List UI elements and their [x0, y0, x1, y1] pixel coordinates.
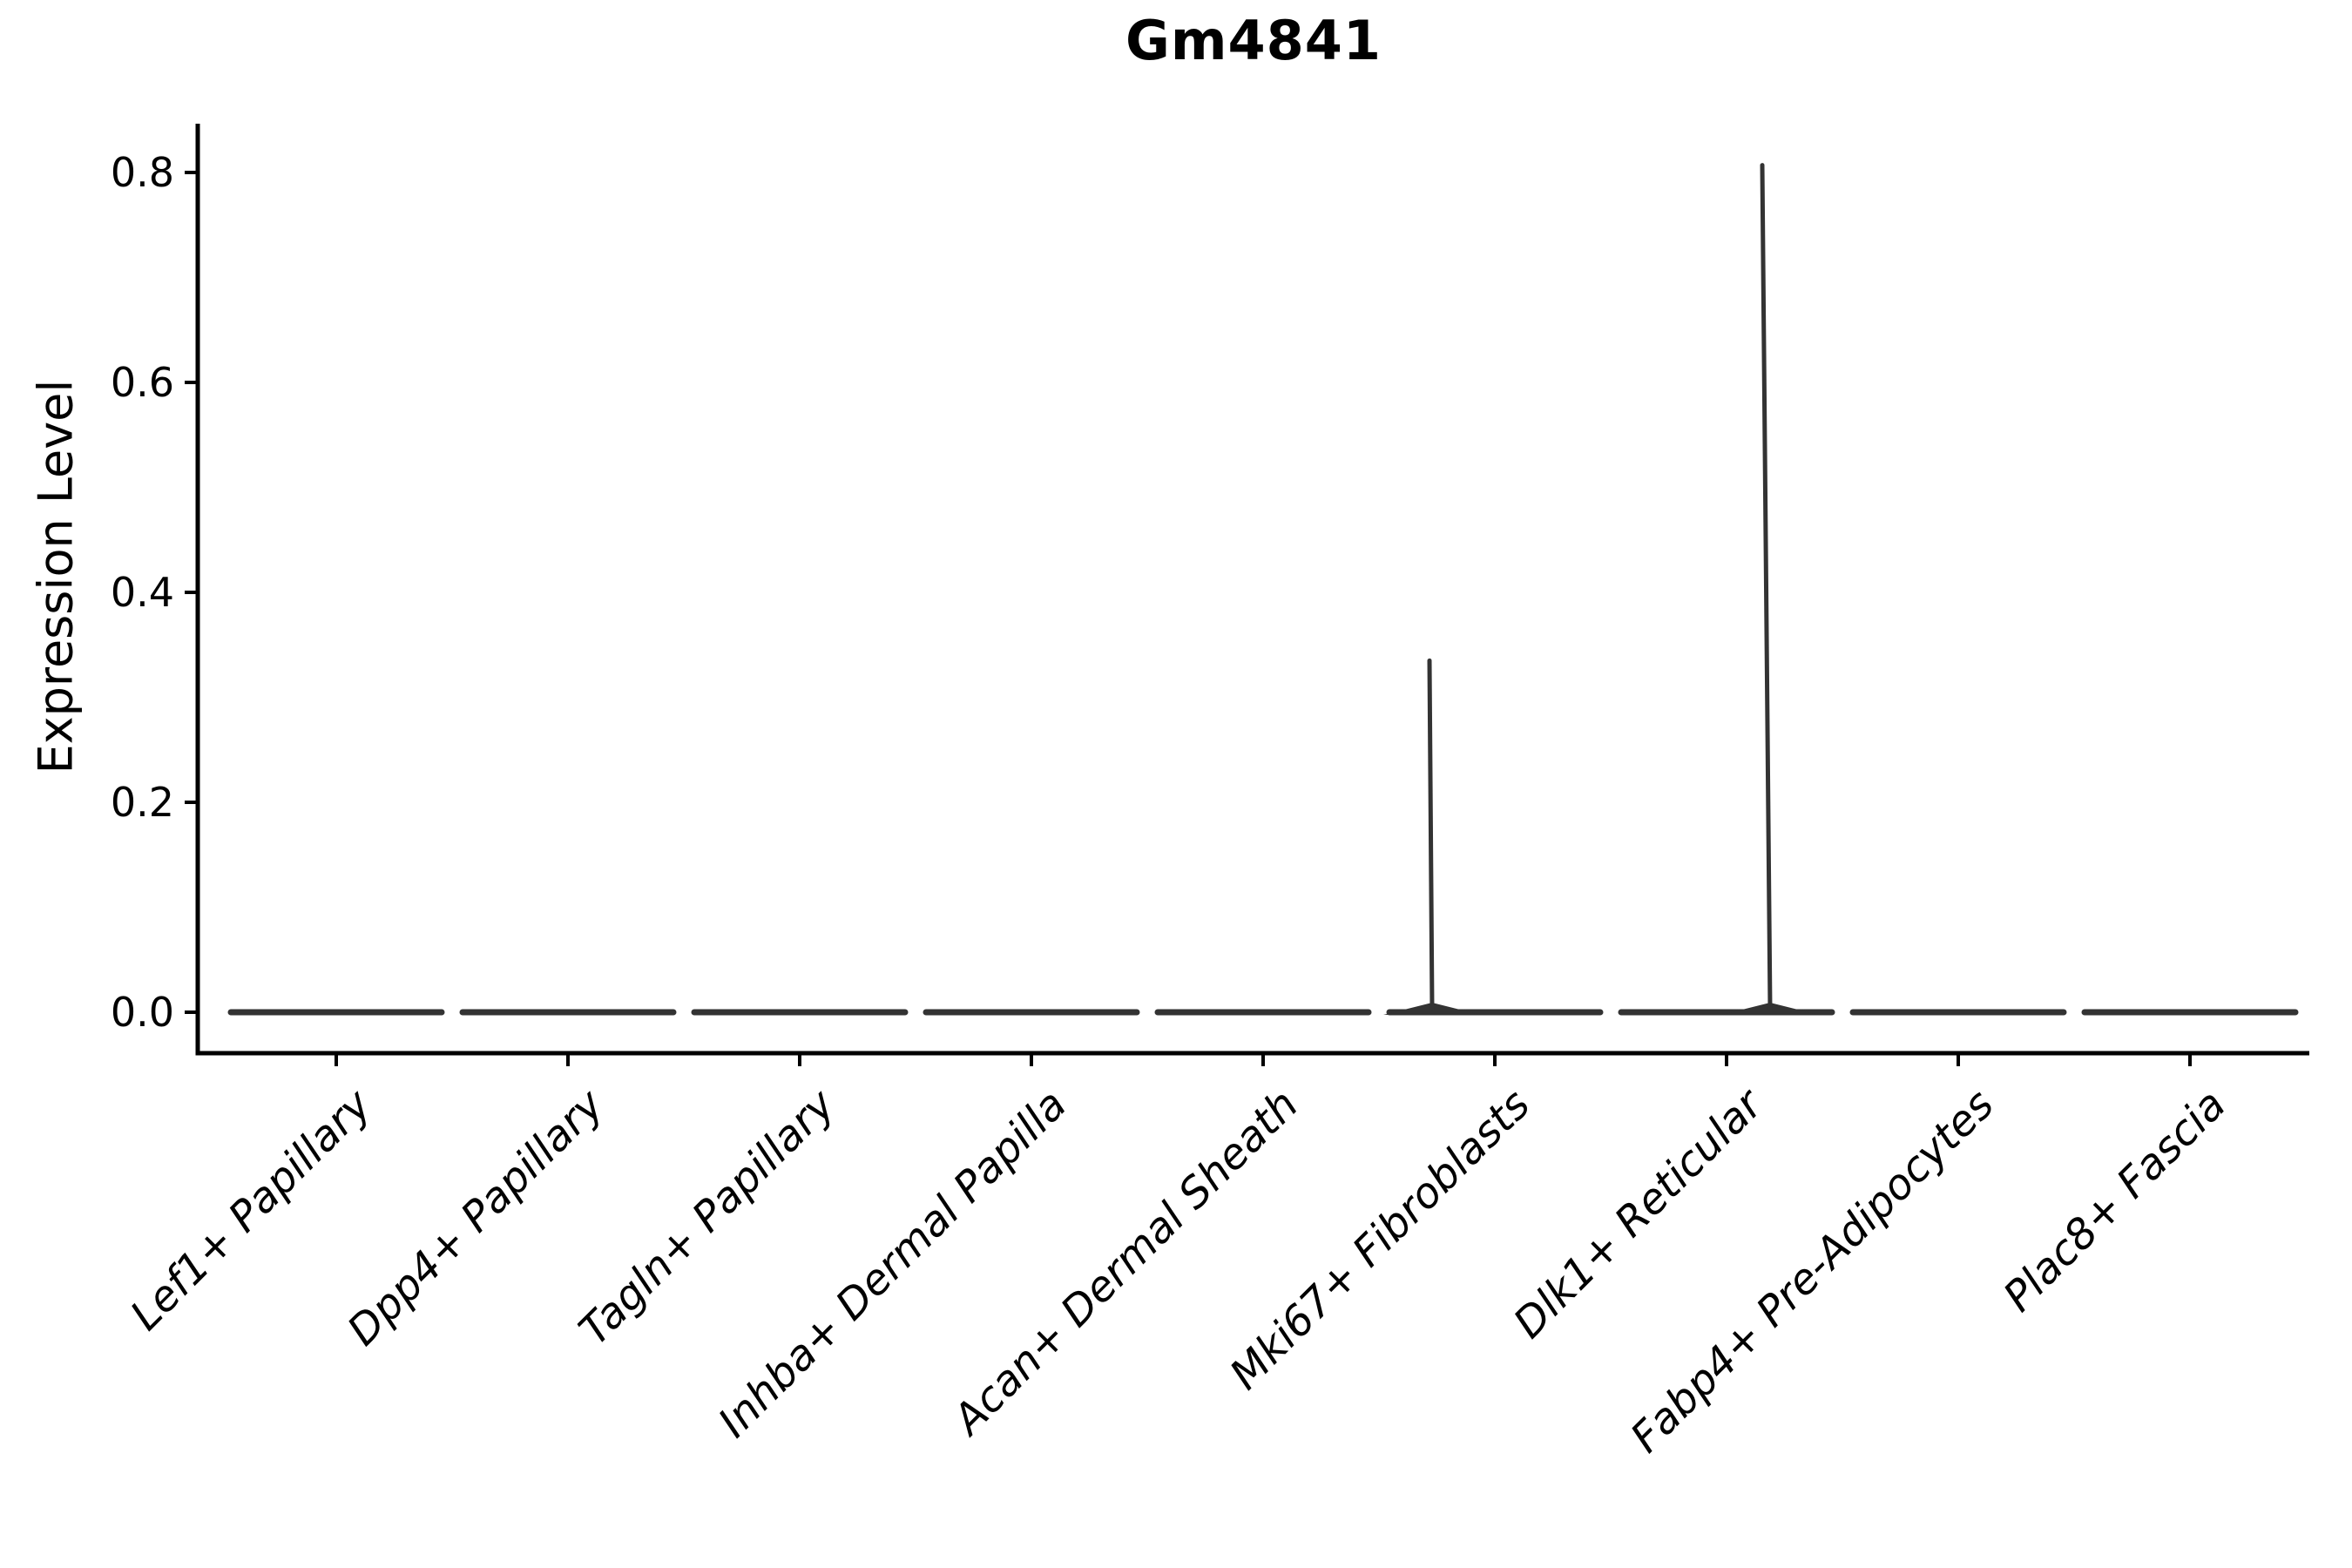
y-tick-label: 0.2	[110, 779, 174, 826]
y-tick-label: 0.8	[110, 149, 174, 196]
violin-spike	[1427, 658, 1435, 1011]
y-tick-label: 0.4	[110, 569, 174, 616]
y-tick-label: 0.0	[110, 989, 174, 1036]
chart-title: Gm4841	[1125, 9, 1382, 72]
violin-spike	[1760, 163, 1773, 1011]
y-tick-label: 0.6	[110, 359, 174, 406]
axes-spines	[195, 124, 2309, 1056]
